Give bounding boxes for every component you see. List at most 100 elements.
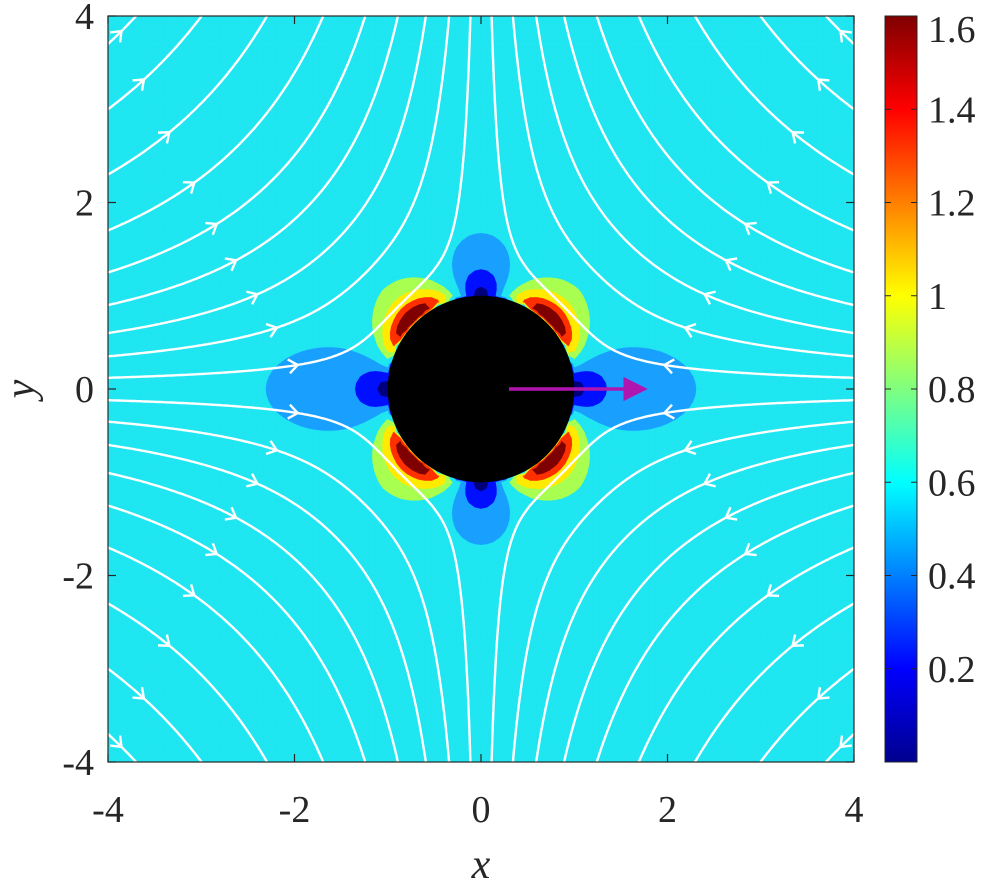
colorbar-tick-label: 0.2: [928, 649, 976, 691]
streamline-28: [108, 16, 204, 111]
streamline-arrow-25: [157, 634, 171, 647]
streamline-31: [758, 667, 854, 762]
streamline-16: [108, 16, 367, 274]
x-tick-label: -4: [92, 789, 124, 831]
streamline-arrow-20: [182, 181, 196, 194]
streamline-35: [824, 733, 854, 762]
streamline-8: [108, 16, 428, 335]
streamline-arrow-21: [182, 584, 196, 597]
streamline-25: [108, 602, 269, 762]
colorbar-tick-label: 1.6: [928, 9, 976, 51]
streamline-arrow-12: [224, 257, 238, 272]
y-tick-label: -2: [62, 556, 94, 598]
streamline-11: [534, 443, 854, 762]
streamline-32: [108, 16, 138, 45]
streamline-22: [637, 16, 854, 232]
streamline-13: [108, 471, 400, 762]
streamline-arrow-18: [743, 221, 757, 236]
streamline-arrow-14: [724, 257, 738, 272]
streamline-5: [108, 420, 451, 762]
streamline-4: [108, 16, 451, 358]
streamline-arrow-11: [702, 473, 716, 488]
streamline-arrow-34: [839, 29, 852, 43]
streamline-arrow-6: [683, 322, 697, 338]
streamline-arrow-1: [287, 403, 300, 420]
plot-area: [107, 15, 855, 763]
colorbar-tick-label: 1: [928, 276, 947, 318]
streamline-arrow-32: [110, 29, 123, 43]
y-tick-label: 4: [75, 0, 94, 38]
streamlines: [108, 16, 854, 762]
contour-level-7: [395, 302, 567, 476]
streamline-27: [693, 602, 854, 762]
streamline-12: [108, 16, 400, 307]
streamline-24: [108, 16, 269, 176]
streamline-arrow-16: [205, 221, 219, 236]
streamline-33: [108, 733, 138, 762]
streamline-arrow-19: [743, 542, 757, 557]
streamline-1: [108, 399, 472, 762]
streamline-3: [490, 399, 854, 762]
streamline-arrow-3: [662, 403, 675, 420]
streamline-arrow-4: [265, 322, 279, 338]
colorbar-ticks: 0.2 0.4 0.6 0.8 1 1.2 1.4 1.6: [885, 9, 976, 691]
streamline-6: [511, 16, 854, 358]
streamline-arrow-7: [683, 440, 697, 456]
x-tick-label: -2: [279, 789, 311, 831]
colorbar-tick-label: 0.6: [928, 462, 976, 504]
x-axis-ticks: -4 -2 0 2 4: [92, 16, 864, 831]
streamline-arrow-17: [205, 542, 219, 557]
x-axis-label: x: [471, 842, 491, 888]
colorbar-tick-label: 0.8: [928, 369, 976, 411]
y-axis-label: y: [0, 379, 44, 402]
streamline-21: [108, 546, 325, 762]
streamline-arrow-9: [246, 473, 260, 488]
streamline-26: [693, 16, 854, 176]
x-tick-label: 0: [472, 789, 491, 831]
streamline-15: [562, 471, 854, 762]
streamline-arrow-5: [265, 440, 279, 456]
streamline-arrow-2: [662, 358, 675, 375]
streamline-34: [824, 16, 854, 45]
streamline-10: [534, 16, 854, 335]
colorbar-tick-label: 1.4: [928, 89, 976, 131]
contour-level-3: [108, 16, 854, 762]
streamline-23: [637, 546, 854, 762]
streamline-arrow-35: [839, 735, 852, 749]
streamline-arrow-26: [791, 131, 805, 144]
y-axis-ticks: -4 -2 0 2 4: [62, 0, 854, 784]
colorbar: 0.2 0.4 0.6 0.8 1 1.2 1.4 1.6: [884, 9, 976, 763]
streamline-7: [511, 420, 854, 762]
streamline-arrow-27: [791, 634, 805, 647]
streamline-20: [108, 16, 325, 232]
x-tick-label: 4: [845, 789, 864, 831]
streamline-arrow-10: [702, 290, 716, 305]
streamline-arrow-24: [157, 131, 171, 144]
colorbar-tick-label: 1.2: [928, 183, 976, 225]
streamline-arrow-0: [287, 358, 300, 375]
contour-layers: [108, 16, 854, 762]
streamline-arrow-30: [816, 78, 830, 91]
streamline-19: [595, 504, 854, 762]
y-tick-label: 2: [75, 183, 94, 225]
streamline-9: [108, 443, 428, 762]
streamline-arrow-33: [110, 735, 123, 749]
streamline-arrow-15: [724, 506, 738, 521]
streamline-17: [108, 504, 367, 762]
streamline-arrow-28: [132, 78, 146, 91]
streamline-arrow-29: [132, 687, 146, 700]
streamline-arrow-8: [246, 290, 260, 305]
streamline-arrow-13: [224, 506, 238, 521]
x-tick-label: 2: [658, 789, 677, 831]
colorbar-tick-label: 0.4: [928, 556, 976, 598]
y-tick-label: 0: [75, 369, 94, 411]
streamline-arrow-22: [766, 181, 780, 194]
body-disk: [387, 295, 575, 483]
body-layer: [387, 295, 648, 483]
streamline-0: [108, 16, 472, 379]
streamline-2: [490, 16, 854, 379]
streamline-29: [108, 667, 204, 762]
streamline-18: [595, 16, 854, 274]
streamline-14: [562, 16, 854, 307]
